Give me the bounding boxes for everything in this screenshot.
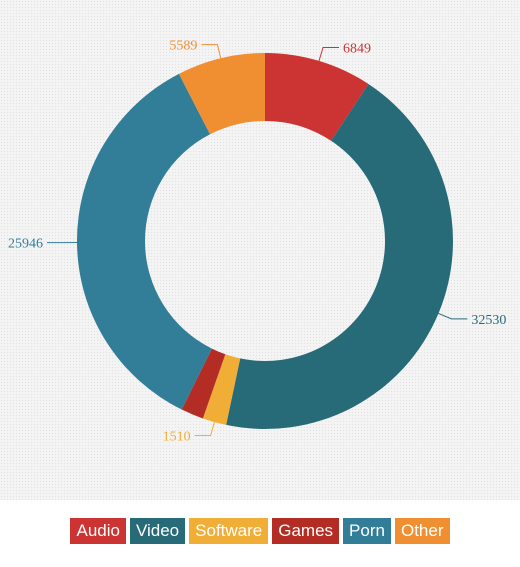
leader-line-other: [201, 44, 222, 60]
slice-other[interactable]: [178, 53, 265, 135]
data-label-other: 5589: [169, 39, 197, 54]
slice-audio[interactable]: [265, 53, 369, 141]
data-label-software: 1510: [163, 430, 191, 445]
slice-porn[interactable]: [76, 73, 212, 410]
leader-line-software: [194, 420, 216, 437]
data-label-video: 32530: [471, 313, 506, 328]
slice-games[interactable]: [181, 348, 226, 419]
slice-software[interactable]: [202, 354, 241, 425]
chart-area: 6849 32530 1510 25946 5589: [0, 0, 520, 500]
legend-item-software[interactable]: Software: [189, 518, 269, 544]
data-label-audio: 6849: [343, 42, 371, 57]
legend: Audio Video Software Games Porn Other: [0, 518, 520, 544]
slice-video[interactable]: [226, 84, 453, 430]
donut-slices: [76, 53, 453, 430]
legend-item-video[interactable]: Video: [129, 518, 186, 544]
leader-lines: [47, 44, 468, 437]
legend-item-games[interactable]: Games: [272, 518, 340, 544]
data-labels: 6849 32530 1510 25946 5589: [8, 39, 506, 445]
legend-item-other[interactable]: Other: [394, 518, 450, 544]
leader-line-audio: [318, 47, 340, 63]
legend-item-audio[interactable]: Audio: [70, 518, 126, 544]
donut-chart: 6849 32530 1510 25946 5589: [8, 39, 506, 445]
leader-line-video: [437, 312, 468, 320]
data-label-porn: 25946: [8, 237, 43, 252]
legend-item-porn[interactable]: Porn: [343, 518, 391, 544]
